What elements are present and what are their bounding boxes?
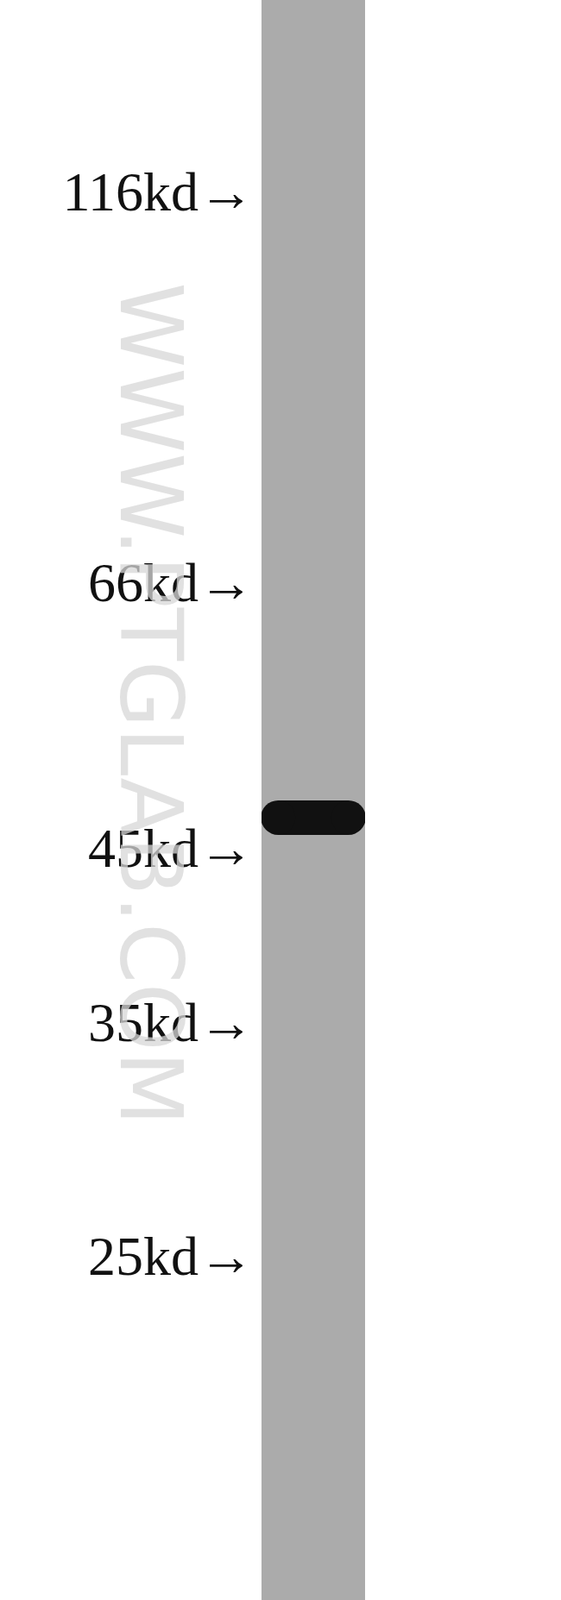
svg-text:WWW.PTGLAB.COM: WWW.PTGLAB.COM bbox=[100, 283, 202, 1127]
svg-text:116kd→: 116kd→ bbox=[62, 161, 254, 223]
svg-text:35kd→: 35kd→ bbox=[88, 992, 254, 1054]
svg-text:45kd→: 45kd→ bbox=[88, 818, 254, 880]
svg-text:66kd→: 66kd→ bbox=[88, 552, 254, 614]
svg-text:25kd→: 25kd→ bbox=[88, 1226, 254, 1288]
